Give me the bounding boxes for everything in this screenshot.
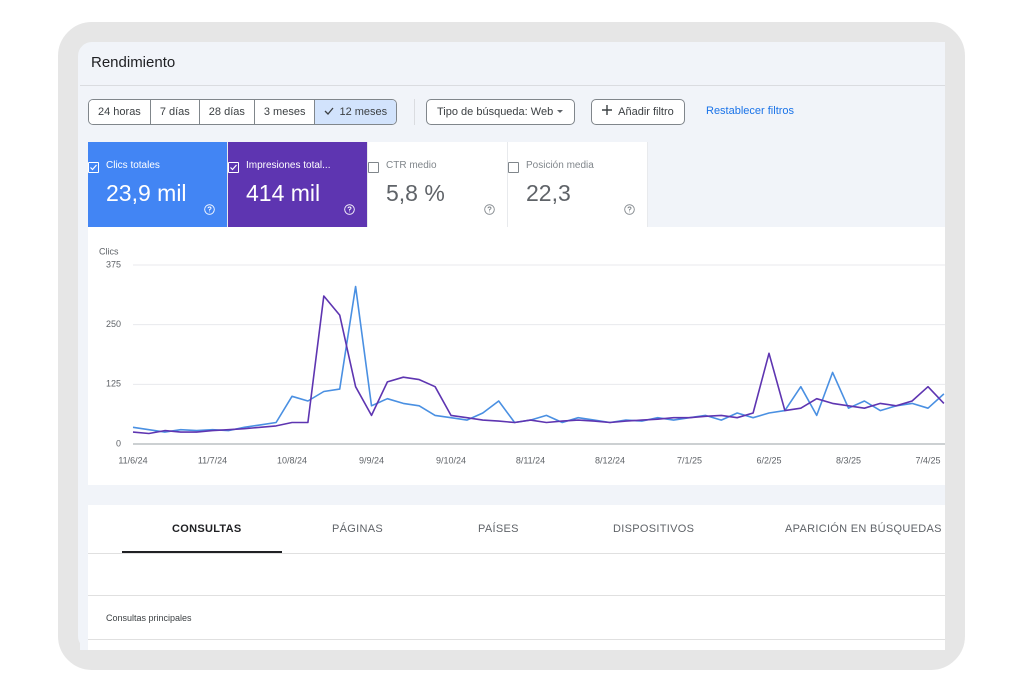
date-range-button[interactable]: 7 días xyxy=(151,100,200,124)
help-icon xyxy=(344,204,355,215)
x-tick-label: 8/12/24 xyxy=(595,455,625,465)
tab[interactable]: CONSULTAS xyxy=(172,523,242,535)
x-tick-label: 7/1/25 xyxy=(677,455,702,465)
check-icon xyxy=(89,163,98,172)
metric-cards: Clics totales 23,9 mil Impresiones total..… xyxy=(88,142,648,227)
x-tick-label: 9/10/24 xyxy=(436,455,466,465)
metric-value: 5,8 % xyxy=(386,180,445,207)
check-path xyxy=(91,165,97,170)
tab[interactable]: APARICIÓN EN BÚSQUEDAS xyxy=(785,523,942,535)
search-type-chip[interactable]: Tipo de búsqueda: Web xyxy=(426,99,575,125)
divider xyxy=(414,99,415,125)
date-range-button[interactable]: 12 meses xyxy=(315,100,396,124)
x-tick-label: 8/3/25 xyxy=(836,455,861,465)
date-range-group: 24 horas 7 días 28 días 3 meses 12 meses xyxy=(88,99,397,125)
check-path xyxy=(325,108,333,114)
metric-value: 23,9 mil xyxy=(106,180,187,207)
range-label: 28 días xyxy=(209,106,245,118)
y-tick-label: 125 xyxy=(106,379,121,389)
date-range-button[interactable]: 3 meses xyxy=(255,100,316,124)
metric-label: Clics totales xyxy=(106,160,160,171)
divider xyxy=(80,85,945,86)
add-filter-button[interactable]: Añadir filtro xyxy=(591,99,685,125)
metric-label: Impresiones total... xyxy=(246,160,330,171)
range-label: 24 horas xyxy=(98,106,141,118)
metric-card[interactable]: Posición media 22,3 xyxy=(508,142,648,227)
series-line xyxy=(133,287,944,433)
page-title: Rendimiento xyxy=(91,54,175,71)
metric-card[interactable]: CTR medio 5,8 % xyxy=(368,142,508,227)
x-tick-label: 11/7/24 xyxy=(198,455,227,465)
divider xyxy=(88,553,945,554)
help-mark xyxy=(208,207,211,212)
series-line xyxy=(133,296,944,434)
tab[interactable]: DISPOSITIVOS xyxy=(613,523,694,535)
table-title: Consultas principales xyxy=(106,613,192,623)
x-tick-label: 9/9/24 xyxy=(359,455,384,465)
help-mark xyxy=(348,207,351,212)
x-tick-label: 8/11/24 xyxy=(516,455,545,465)
tab[interactable]: PAÍSES xyxy=(478,523,519,535)
metric-value: 22,3 xyxy=(526,180,571,207)
date-range-button[interactable]: 24 horas xyxy=(89,100,151,124)
dropdown-arrow xyxy=(556,107,564,115)
button-label: Añadir filtro xyxy=(618,106,674,118)
help-mark xyxy=(488,207,491,212)
metric-label: CTR medio xyxy=(386,160,437,171)
range-label: 12 meses xyxy=(339,106,387,118)
y-tick-label: 0 xyxy=(116,438,121,448)
x-tick-label: 10/8/24 xyxy=(277,455,307,465)
tab[interactable]: PÁGINAS xyxy=(332,523,383,535)
divider xyxy=(88,595,945,596)
plus-icon xyxy=(602,105,612,115)
tabs-panel: Consultas principales CONSULTAS PÁGINAS PA… xyxy=(88,505,945,650)
date-range-button[interactable]: 28 días xyxy=(200,100,255,124)
help-icon xyxy=(204,204,215,215)
screen: Rendimiento 24 horas 7 días 28 días 3 meses… xyxy=(80,42,945,650)
x-tick-label: 6/2/25 xyxy=(756,455,781,465)
range-label: 3 meses xyxy=(264,106,306,118)
metric-value: 414 mil xyxy=(246,180,320,207)
chip-label: Tipo de búsqueda: Web xyxy=(437,106,553,118)
metric-card[interactable]: Impresiones total... 414 mil xyxy=(228,142,368,227)
range-label: 7 días xyxy=(160,106,190,118)
checkbox xyxy=(368,162,379,173)
check-path xyxy=(231,165,237,170)
y-axis-label: Clics xyxy=(99,246,119,256)
help-mark xyxy=(628,207,631,212)
checkbox xyxy=(508,162,519,173)
help-icon xyxy=(624,204,635,215)
performance-chart: Clics 0 125 250 375 11/6/24 11/7/24 10/8/24 9/9/… xyxy=(88,227,945,485)
metric-card[interactable]: Clics totales 23,9 mil xyxy=(88,142,228,227)
check-icon xyxy=(324,107,334,115)
x-tick-label: 11/6/24 xyxy=(118,455,147,465)
metric-label: Posición media xyxy=(526,160,594,171)
reset-filters-link[interactable]: Restablecer filtros xyxy=(706,105,794,117)
y-tick-label: 250 xyxy=(106,319,121,329)
divider xyxy=(88,639,945,640)
help-icon xyxy=(484,204,495,215)
check-icon xyxy=(229,163,238,172)
y-tick-label: 375 xyxy=(106,259,121,269)
x-tick-label: 7/4/25 xyxy=(915,455,940,465)
